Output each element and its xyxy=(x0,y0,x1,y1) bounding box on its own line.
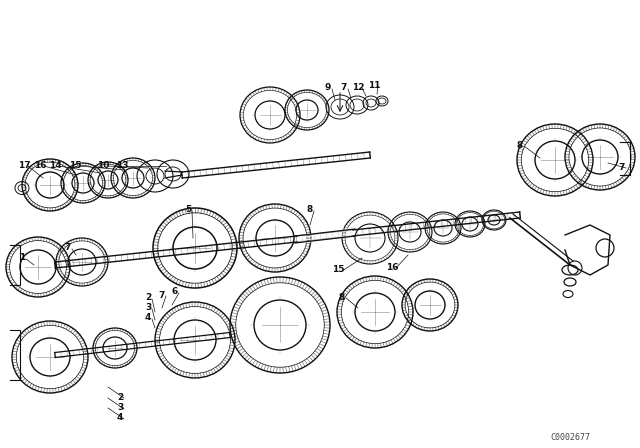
Text: 3: 3 xyxy=(117,404,123,413)
Text: 4: 4 xyxy=(145,314,151,323)
Text: C0002677: C0002677 xyxy=(550,434,590,443)
Text: 15: 15 xyxy=(332,266,344,275)
Text: 10: 10 xyxy=(97,160,109,169)
Text: 15: 15 xyxy=(68,160,81,169)
Ellipse shape xyxy=(562,265,578,275)
Text: 17: 17 xyxy=(18,160,30,169)
Ellipse shape xyxy=(563,290,573,297)
Text: 2: 2 xyxy=(145,293,151,302)
Text: 6: 6 xyxy=(172,288,178,297)
Text: 9: 9 xyxy=(325,83,331,92)
Text: 13: 13 xyxy=(116,160,128,169)
Text: 7: 7 xyxy=(65,244,71,253)
Text: 7: 7 xyxy=(341,83,347,92)
Text: 12: 12 xyxy=(352,82,364,91)
Text: 7: 7 xyxy=(159,290,165,300)
Text: 11: 11 xyxy=(368,81,380,90)
Text: 8: 8 xyxy=(517,141,523,150)
Text: 7: 7 xyxy=(619,163,625,172)
Text: 3: 3 xyxy=(145,303,151,313)
Text: 8: 8 xyxy=(339,293,345,302)
Text: 2: 2 xyxy=(117,392,123,401)
Ellipse shape xyxy=(564,278,576,286)
Text: 8: 8 xyxy=(307,206,313,215)
Text: 5: 5 xyxy=(185,206,191,215)
Text: 16: 16 xyxy=(34,160,46,169)
Text: 4: 4 xyxy=(117,414,123,422)
Text: 14: 14 xyxy=(49,160,61,169)
Text: 16: 16 xyxy=(386,263,398,271)
Text: 1: 1 xyxy=(19,254,25,263)
